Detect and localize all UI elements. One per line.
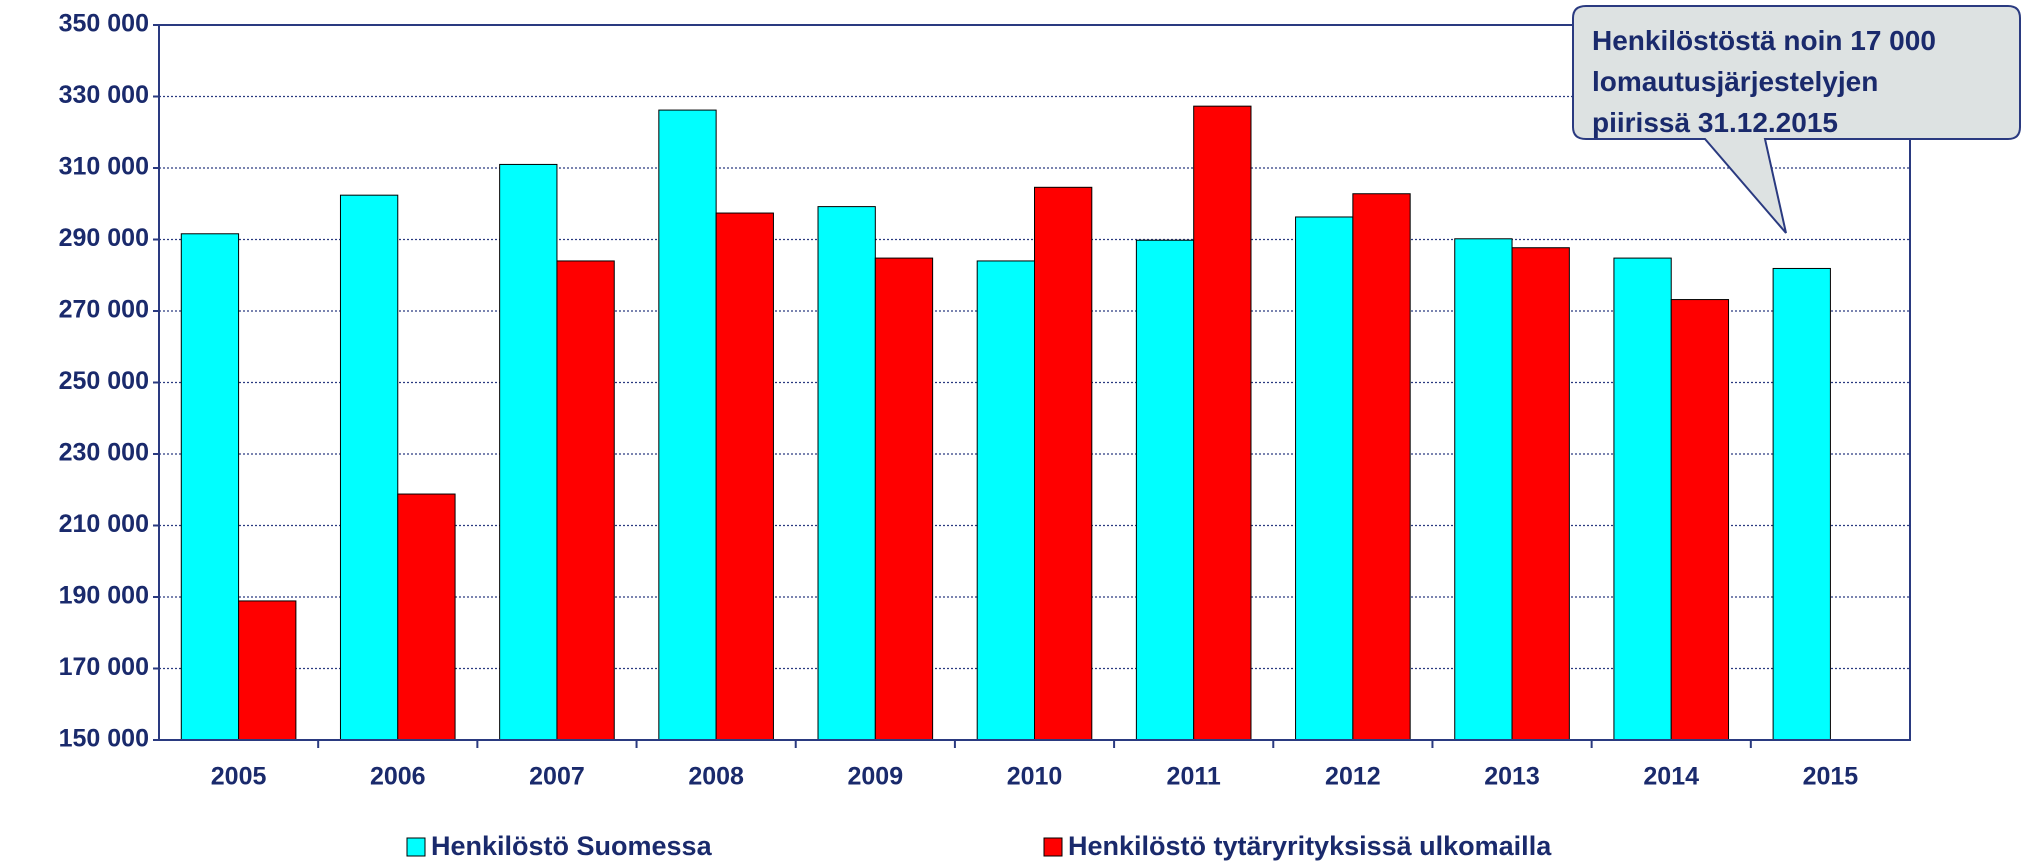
bar	[715, 212, 774, 741]
legend-swatch	[1043, 837, 1063, 857]
y-tick-label: 170 000	[59, 653, 149, 681]
legend-label: Henkilöstö tytäryrityksissä ulkomailla	[1068, 831, 1552, 861]
bar	[1454, 238, 1513, 741]
annotation: lomautusjärjestelyjen	[1592, 66, 1878, 97]
bar	[1772, 267, 1831, 741]
y-tick-label: 150 000	[59, 725, 149, 753]
x-tick-label: 2013	[1484, 763, 1540, 791]
legend-swatch	[406, 837, 426, 857]
x-tick-label: 2011	[1167, 763, 1221, 791]
x-tick-label: 2008	[688, 763, 744, 791]
x-tick-label: 2014	[1643, 763, 1699, 791]
plot-frame	[158, 24, 1911, 741]
bar	[397, 493, 456, 741]
bar	[976, 260, 1035, 741]
bar	[499, 163, 558, 741]
bar	[1670, 299, 1730, 741]
bar	[1511, 247, 1570, 741]
y-tick-label: 270 000	[59, 296, 149, 324]
bar	[1613, 257, 1672, 741]
x-tick-label: 2006	[370, 763, 426, 791]
y-tick-label: 230 000	[59, 439, 149, 467]
x-tick-label: 2010	[1007, 763, 1063, 791]
annotation: piirissä 31.12.2015	[1592, 107, 1838, 138]
x-tick-label: 2009	[848, 763, 904, 791]
x-tick-label: 2005	[211, 763, 267, 791]
y-tick-label: 330 000	[59, 81, 149, 109]
bar	[817, 206, 876, 741]
bar	[180, 233, 240, 741]
annotation: Henkilöstöstä noin 17 000	[1592, 25, 1936, 56]
bar	[339, 194, 399, 741]
callout-box	[1572, 5, 2021, 234]
bar	[874, 257, 934, 741]
bar	[1295, 216, 1354, 741]
bar	[238, 600, 297, 741]
bar	[1034, 186, 1093, 741]
y-tick-label: 310 000	[59, 153, 149, 181]
bar	[1352, 193, 1411, 741]
y-tick-label: 350 000	[59, 10, 149, 38]
y-tick-label: 210 000	[59, 510, 149, 538]
bar	[658, 109, 717, 741]
legend-label: Henkilöstö Suomessa	[431, 831, 713, 861]
bar	[1193, 105, 1252, 741]
y-tick-label: 190 000	[59, 582, 149, 610]
x-tick-label: 2015	[1803, 763, 1859, 791]
y-tick-label: 250 000	[59, 367, 149, 395]
x-tick-label: 2007	[529, 763, 585, 791]
x-tick-label: 2012	[1325, 763, 1381, 791]
bar	[556, 260, 615, 741]
bar	[1135, 239, 1195, 741]
y-tick-label: 290 000	[59, 224, 149, 252]
